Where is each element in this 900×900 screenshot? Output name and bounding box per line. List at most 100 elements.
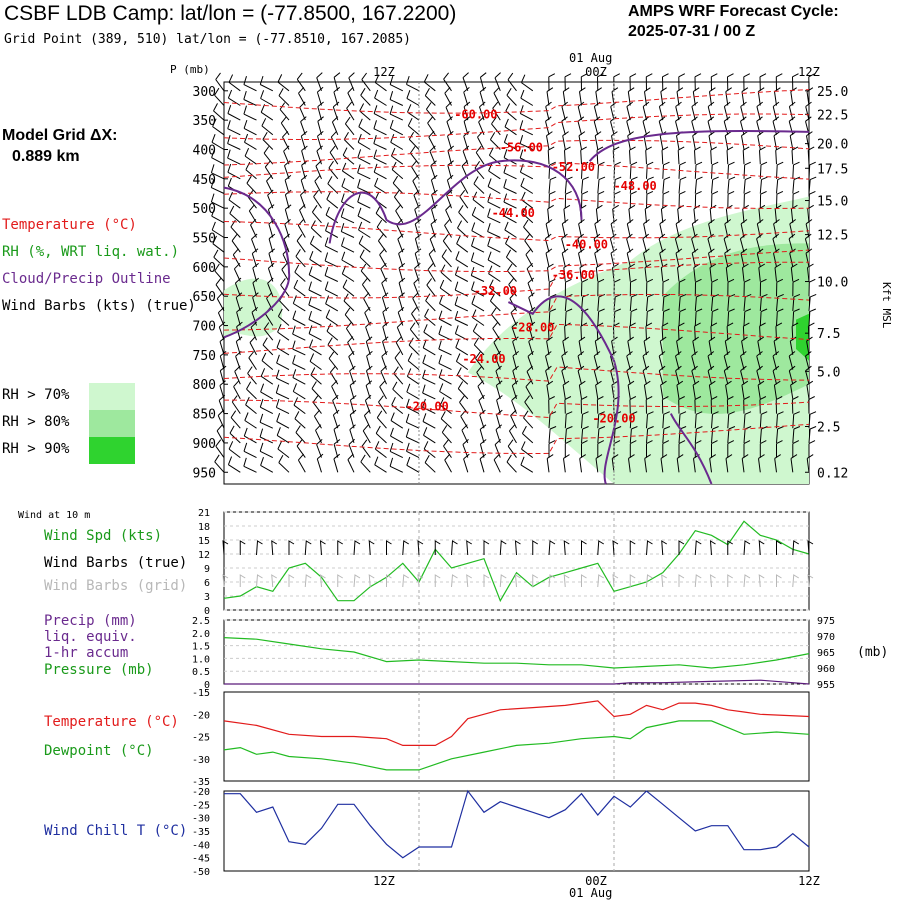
wind-barb bbox=[503, 134, 517, 150]
legend-rh: RH (%, WRT liq. wat.) bbox=[2, 244, 180, 260]
wind-barb bbox=[409, 322, 420, 341]
wind-barb bbox=[743, 278, 751, 297]
wind-barb bbox=[343, 132, 355, 150]
wind-barb bbox=[407, 104, 420, 121]
wind-barb bbox=[488, 279, 501, 297]
wind-barb bbox=[740, 101, 747, 121]
wind-barbs-profile bbox=[210, 72, 817, 473]
wind-barb bbox=[646, 440, 653, 458]
wind-barb bbox=[710, 73, 718, 91]
wind-barb bbox=[425, 293, 436, 312]
cloud-outline-left bbox=[223, 186, 291, 339]
wind-barb bbox=[471, 207, 485, 224]
wind-barb bbox=[612, 204, 619, 223]
surface-grid-wind-barb bbox=[807, 574, 814, 588]
wind-barb bbox=[723, 233, 731, 253]
legend-wind-barbs-true: Wind Barbs (true) bbox=[44, 555, 188, 571]
wind-barb bbox=[711, 308, 719, 326]
isotherm-line bbox=[223, 261, 809, 299]
wind-barb bbox=[629, 146, 636, 165]
wind-barb bbox=[212, 118, 225, 136]
wind-barb bbox=[260, 457, 274, 473]
wind-barb bbox=[659, 248, 666, 268]
wind-barb bbox=[743, 411, 752, 429]
wind-barb bbox=[357, 193, 371, 209]
wind-barb bbox=[438, 310, 452, 326]
surface-wind-barb bbox=[239, 540, 246, 555]
wind-barb bbox=[561, 219, 569, 238]
temperature-label: -56.00 bbox=[500, 141, 543, 155]
wind-barb bbox=[348, 72, 355, 91]
surface-wind-barbs bbox=[222, 540, 814, 556]
wind-barb bbox=[456, 367, 469, 385]
wind-barb bbox=[658, 116, 666, 135]
wind-barb bbox=[564, 396, 572, 414]
wind-barb bbox=[473, 176, 485, 194]
wind-barb bbox=[308, 281, 322, 297]
legend-wind-barbs: Wind Barbs (kts) (true) bbox=[2, 298, 196, 314]
wind-barb bbox=[343, 293, 355, 312]
wind-barb bbox=[445, 204, 452, 224]
wind-barb bbox=[422, 339, 436, 356]
wind-barb bbox=[564, 426, 573, 443]
surface-grid-wind-barb bbox=[353, 574, 361, 588]
wind-barb bbox=[662, 176, 671, 194]
wind-barb bbox=[578, 219, 585, 238]
wind-barb bbox=[658, 233, 666, 253]
surface-grid-wind-barb bbox=[451, 574, 458, 588]
wind-barb bbox=[495, 380, 503, 400]
wind-barb bbox=[311, 381, 322, 400]
wind-barb bbox=[357, 207, 371, 224]
wind-barb bbox=[227, 135, 241, 150]
wind-barb bbox=[389, 76, 404, 92]
wind-barb bbox=[805, 101, 812, 121]
wind-barb bbox=[214, 263, 225, 282]
wind-barb bbox=[758, 263, 766, 282]
wind-barb bbox=[561, 351, 568, 370]
surface-grid-wind-barb bbox=[256, 574, 263, 588]
wind-barb bbox=[214, 454, 225, 473]
surface-wind-barb bbox=[304, 540, 312, 556]
wind-barb bbox=[375, 205, 387, 224]
wind-barb bbox=[216, 424, 225, 444]
wind-barb bbox=[211, 207, 225, 224]
wind-barb bbox=[644, 454, 651, 473]
wind-barb bbox=[743, 73, 751, 91]
wind-barb bbox=[347, 453, 355, 473]
wind-barb bbox=[726, 322, 734, 341]
wind-barb bbox=[476, 365, 485, 385]
windchill-tick-label: -30 bbox=[192, 814, 210, 825]
wind-barb bbox=[363, 409, 371, 429]
wind-barb bbox=[808, 161, 816, 179]
wind-barb bbox=[252, 277, 260, 297]
wind-barb bbox=[281, 263, 290, 282]
wind-barb bbox=[581, 440, 588, 458]
wind-barb bbox=[629, 278, 637, 297]
surface-grid-wind-barb bbox=[288, 574, 295, 587]
wind-barb bbox=[316, 453, 324, 473]
wind-barb bbox=[236, 321, 243, 341]
wind-barb bbox=[295, 249, 306, 268]
wind-barb bbox=[210, 179, 225, 194]
wind-barb bbox=[548, 440, 556, 458]
wind-barb bbox=[724, 131, 732, 150]
wind-barb bbox=[676, 380, 684, 399]
wind-barb bbox=[227, 120, 241, 136]
wind-barb bbox=[629, 73, 637, 91]
wind-barb bbox=[297, 453, 306, 473]
wind-barb bbox=[646, 293, 654, 311]
wind-barb bbox=[333, 72, 341, 91]
wind-speed-tick-label: 15 bbox=[198, 536, 210, 547]
top-tick-12z-b: 12Z bbox=[798, 65, 820, 79]
wind-barb bbox=[520, 74, 534, 92]
wind-barb bbox=[629, 396, 637, 414]
wind-barb bbox=[328, 351, 339, 370]
wind-barb bbox=[213, 249, 225, 268]
wind-barb bbox=[727, 308, 735, 326]
wind-barb bbox=[444, 219, 452, 238]
wind-barb bbox=[347, 86, 355, 106]
wind-barb bbox=[710, 322, 718, 341]
wind-barb bbox=[561, 365, 568, 385]
wind-barb bbox=[423, 427, 436, 444]
wind-barb bbox=[594, 248, 601, 268]
